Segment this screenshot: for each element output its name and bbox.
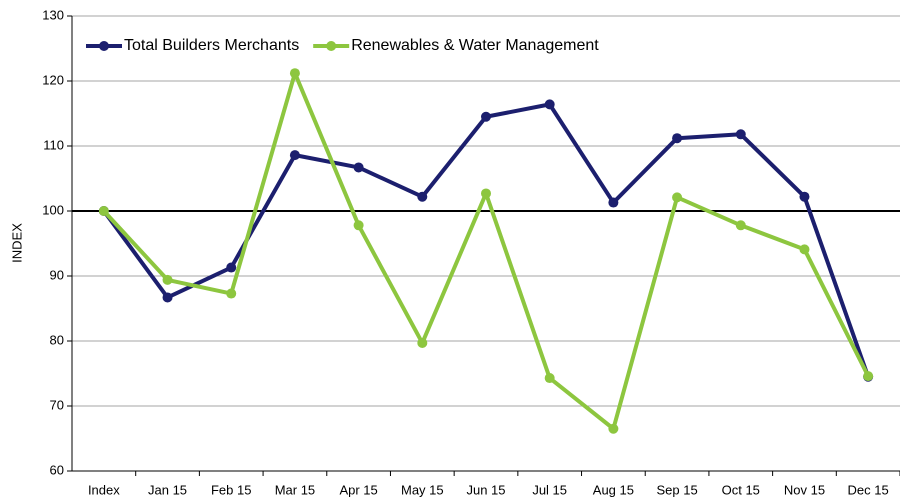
point: [98, 206, 109, 216]
point: [863, 371, 874, 382]
x-tick-label: Index: [88, 482, 120, 497]
series-line: [102, 102, 871, 378]
point: [672, 192, 683, 203]
point: [799, 191, 810, 202]
point: [608, 197, 619, 208]
x-tick-label: Nov 15: [784, 482, 825, 497]
x-tick-label: Feb 15: [211, 482, 251, 497]
legend-marker: [326, 41, 337, 51]
point: [417, 337, 428, 348]
point: [735, 220, 746, 231]
point: [735, 129, 746, 140]
point: [608, 423, 619, 434]
point: [481, 188, 491, 199]
x-tick-label: Jan 15: [148, 482, 187, 497]
legend-label: Total Builders Merchants: [124, 37, 299, 54]
point: [672, 133, 683, 144]
y-tick-label: 90: [50, 267, 64, 282]
y-tick-label: 120: [42, 72, 64, 87]
point: [353, 162, 364, 173]
series-line: [102, 71, 870, 431]
point: [799, 244, 810, 255]
point: [481, 111, 491, 122]
x-tick-label: Mar 15: [275, 482, 315, 497]
x-tick-label: Dec 15: [848, 482, 889, 497]
y-tick-label: 110: [43, 137, 64, 152]
point: [162, 274, 173, 285]
point: [162, 292, 173, 303]
x-tick-label: May 15: [401, 482, 444, 497]
x-tick-label: Oct 15: [722, 482, 760, 497]
x-tick-label: Jul 15: [532, 482, 567, 497]
point: [289, 150, 300, 161]
y-tick-label: 130: [42, 7, 64, 22]
legend-marker: [99, 41, 109, 51]
point: [544, 373, 555, 384]
point: [544, 99, 555, 110]
y-axis-label: INDEX: [9, 223, 24, 263]
point: [353, 220, 364, 231]
point: [417, 191, 428, 202]
x-tick-label: Apr 15: [339, 482, 377, 497]
legend-label: Renewables & Water Management: [351, 37, 599, 54]
x-tick-label: Jun 15: [466, 482, 505, 497]
y-tick-label: 60: [50, 462, 64, 477]
y-tick-label: 70: [50, 397, 64, 412]
point: [226, 262, 237, 273]
point: [289, 68, 300, 79]
y-tick-label: 100: [42, 202, 64, 217]
y-tick-label: 80: [50, 332, 64, 347]
point: [226, 288, 237, 299]
x-tick-label: Aug 15: [593, 482, 634, 497]
x-tick-label: Sep 15: [656, 482, 697, 497]
